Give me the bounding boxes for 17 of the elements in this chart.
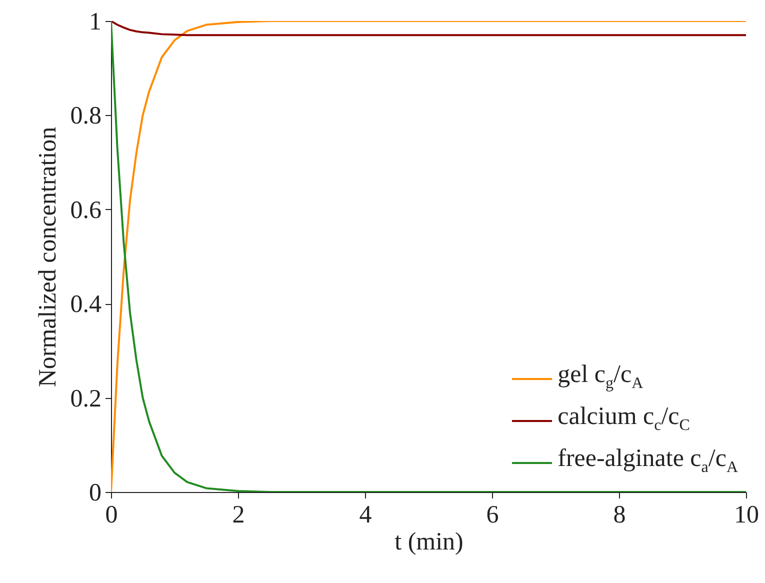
legend-label: gel c$_{g}$/c$_{A}$: [558, 360, 644, 394]
x-tick-label: 2: [232, 502, 245, 528]
line-series: [111, 21, 746, 36]
y-tick-label: 0.4: [70, 291, 102, 318]
y-tick-label: 0: [89, 480, 102, 506]
x-tick-label: 8: [613, 502, 626, 528]
legend-label: free-alginate c$_{a}$/c$_{A}$: [558, 444, 738, 478]
y-axis-title: Normalized concentration: [34, 126, 62, 388]
y-tick-label: 1: [89, 8, 102, 36]
x-tick-label: 6: [486, 502, 499, 528]
x-tick-label: 10: [734, 502, 759, 528]
y-tick-label: 0.6: [70, 196, 102, 224]
legend-label: calcium c$_{c}$/c$_{C}$: [558, 402, 690, 436]
x-axis-title: t (min): [394, 528, 464, 556]
y-tick-label: 0.2: [70, 385, 102, 412]
x-tick-label: 4: [359, 502, 372, 528]
y-tick-label: 0.8: [70, 102, 102, 130]
